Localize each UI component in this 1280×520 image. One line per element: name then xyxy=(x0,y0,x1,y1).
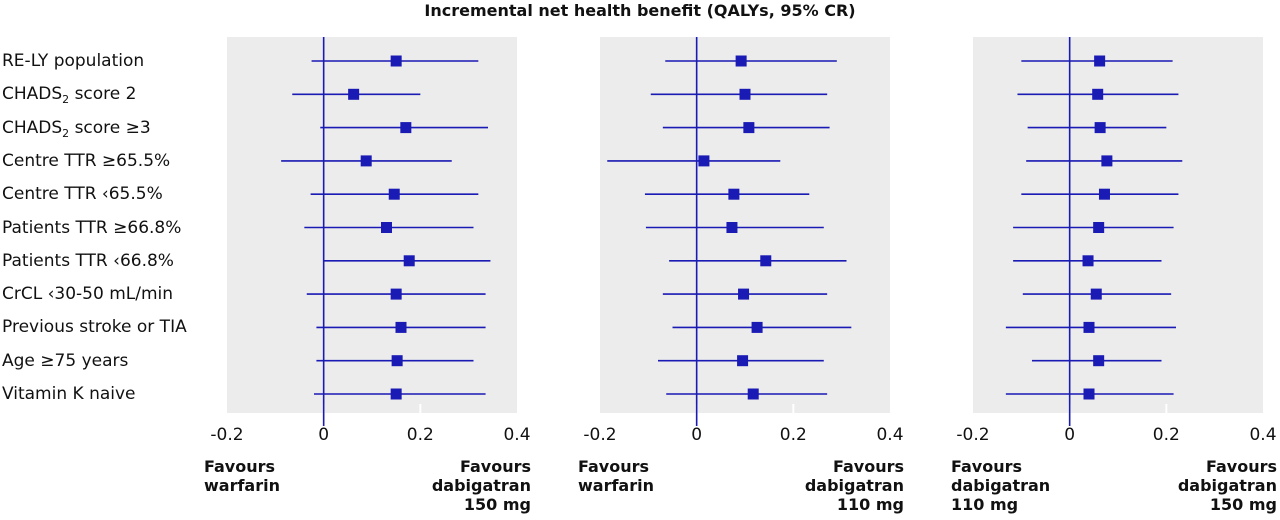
favour-left-line: Favours xyxy=(578,457,650,476)
row-label-text: Vitamin K naive xyxy=(2,384,136,404)
point-estimate xyxy=(1093,355,1105,367)
favour-right-line: dabigatran xyxy=(431,476,531,495)
point-estimate xyxy=(1090,288,1102,300)
favour-right-line: Favours xyxy=(832,457,904,476)
row-label: RE-LY population xyxy=(2,51,144,71)
row-label-text: Age ≥75 years xyxy=(2,350,129,371)
point-estimate xyxy=(1093,222,1105,233)
point-estimate xyxy=(403,255,415,267)
point-estimate xyxy=(1094,122,1106,134)
point-estimate xyxy=(390,55,402,67)
row-label-subscript: 2 xyxy=(62,93,70,107)
point-estimate xyxy=(1098,188,1110,200)
favour-right-line: dabigatran xyxy=(804,476,904,495)
row-label: Previous stroke or TIA xyxy=(2,317,187,337)
row-label-text: Centre TTR ≥65.5% xyxy=(2,150,171,171)
favour-right-line: Favours xyxy=(459,457,531,476)
tick-label: 0.4 xyxy=(876,425,903,445)
tick-label: 0.4 xyxy=(1249,425,1276,445)
point-estimate xyxy=(391,355,403,367)
tick-label: 0.2 xyxy=(780,425,807,445)
row-label-text: Centre TTR ‹65.5% xyxy=(2,184,163,205)
favour-right-line: dabigatran xyxy=(1177,476,1277,495)
point-estimate xyxy=(1101,155,1113,167)
row-label-text: CHADS xyxy=(2,84,63,105)
favour-left-line: warfarin xyxy=(204,476,280,495)
favour-right-label: Favours dabigatran 110 mg xyxy=(805,457,904,514)
row-label: CrCL ‹30-50 mL/min xyxy=(2,284,173,304)
point-estimate xyxy=(381,222,392,233)
tick-label: 0.2 xyxy=(407,425,434,445)
favour-left-line: warfarin xyxy=(578,476,654,495)
favour-left-line: Favours xyxy=(204,457,276,476)
point-estimate xyxy=(738,288,750,300)
favour-left-line: 110 mg xyxy=(951,495,1019,514)
panel-background xyxy=(227,37,517,413)
row-label-text: CHADS xyxy=(2,117,63,138)
point-estimate xyxy=(698,155,710,167)
row-label-text: Patients TTR ‹66.8% xyxy=(2,250,174,271)
point-estimate xyxy=(760,255,772,267)
point-estimate xyxy=(348,88,360,100)
favour-right-label: Favours dabigatran 150 mg xyxy=(432,457,531,514)
favour-right-line: Favours xyxy=(1205,457,1277,476)
point-estimate xyxy=(390,388,402,400)
row-label: Centre TTR ≥65.5% xyxy=(2,151,170,171)
point-estimate xyxy=(737,355,749,367)
point-estimate xyxy=(400,122,412,134)
row-label-subscript: 2 xyxy=(62,126,70,140)
favour-right-line: 110 mg xyxy=(836,495,904,514)
point-estimate xyxy=(1094,55,1106,67)
point-estimate xyxy=(735,55,747,67)
row-label: Age ≥75 years xyxy=(2,351,128,371)
row-label: Patients TTR ‹66.8% xyxy=(2,251,174,271)
point-estimate xyxy=(1092,88,1104,100)
point-estimate xyxy=(1083,388,1095,400)
point-estimate xyxy=(728,188,740,200)
row-label-text-suffix: score ≥3 xyxy=(69,117,151,138)
tick-label: -0.2 xyxy=(956,425,989,445)
favour-left-line: dabigatran xyxy=(951,476,1051,495)
favour-left-label: Favours dabigatran 110 mg xyxy=(951,457,1050,514)
row-label-text: RE-LY population xyxy=(2,51,145,71)
row-label: CHADS2 score ≥3 xyxy=(2,117,151,140)
point-estimate xyxy=(743,122,755,134)
tick-label: 0 xyxy=(1064,425,1075,445)
row-label: CHADS2 score 2 xyxy=(2,84,137,107)
point-estimate xyxy=(751,321,763,333)
favour-left-line: Favours xyxy=(951,457,1023,476)
tick-label: -0.2 xyxy=(210,425,243,445)
row-label-text: Previous stroke or TIA xyxy=(2,317,187,338)
point-estimate xyxy=(395,321,407,333)
row-label: Centre TTR ‹65.5% xyxy=(2,184,163,204)
tick-label: 0 xyxy=(318,425,329,445)
point-estimate xyxy=(747,388,759,400)
favour-right-line: 150 mg xyxy=(463,495,531,514)
point-estimate xyxy=(1083,321,1095,333)
row-label-text: CrCL ‹30-50 mL/min xyxy=(2,284,174,305)
favour-right-label: Favours dabigatran 150 mg xyxy=(1178,457,1277,514)
point-estimate xyxy=(739,88,751,100)
row-label-text: Patients TTR ≥66.8% xyxy=(2,217,182,238)
favour-left-label: Favours warfarin xyxy=(578,457,654,495)
row-label: Patients TTR ≥66.8% xyxy=(2,218,181,238)
row-label-text-suffix: score 2 xyxy=(69,84,137,105)
favour-right-line: 150 mg xyxy=(1209,495,1277,514)
point-estimate xyxy=(360,155,372,167)
point-estimate xyxy=(726,222,738,233)
tick-label: -0.2 xyxy=(583,425,616,445)
point-estimate xyxy=(388,188,400,200)
favour-left-label: Favours warfarin xyxy=(204,457,280,495)
tick-label: 0.2 xyxy=(1153,425,1180,445)
point-estimate xyxy=(390,288,402,300)
tick-label: 0 xyxy=(691,425,702,445)
panel-background xyxy=(973,37,1263,413)
chart-title: Incremental net health benefit (QALYs, 9… xyxy=(424,1,856,20)
row-label: Vitamin K naive xyxy=(2,384,136,404)
tick-label: 0.4 xyxy=(503,425,530,445)
point-estimate xyxy=(1082,255,1094,267)
